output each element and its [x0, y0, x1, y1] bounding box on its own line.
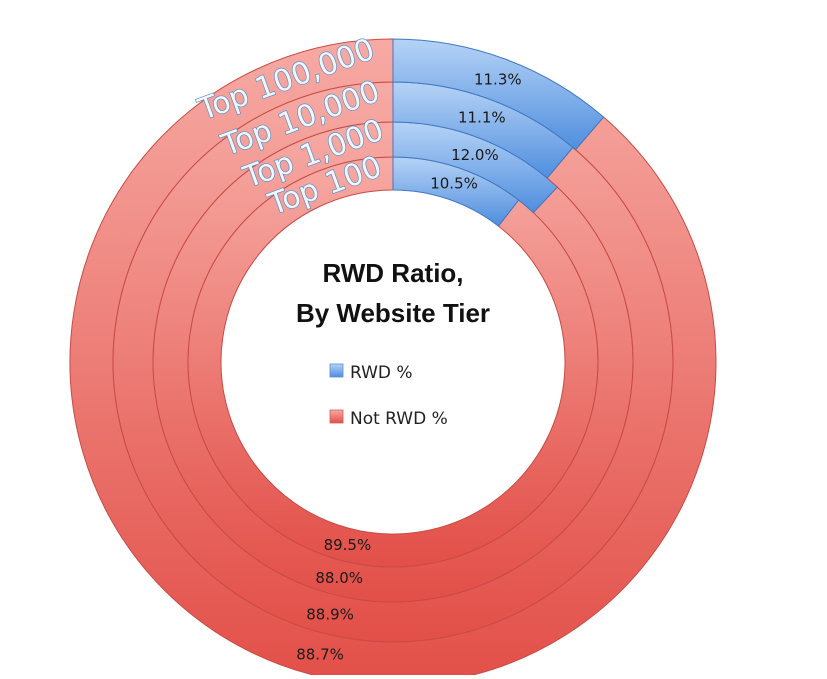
data-label-rwd-top-100: 10.5% — [430, 175, 478, 193]
legend-swatch-not-rwd — [329, 409, 344, 424]
data-label-not-rwd-top-100: 89.5% — [324, 536, 372, 554]
slice-not-rwd-top-100 — [187, 156, 599, 568]
data-label-not-rwd-top-100-000: 88.7% — [296, 646, 344, 664]
slice-rwd-top-100-000 — [392, 38, 605, 151]
chart-title-line-1: RWD Ratio, — [322, 258, 463, 288]
data-label-not-rwd-top-10-000: 88.9% — [306, 605, 354, 623]
data-label-rwd-top-10-000: 11.1% — [458, 109, 506, 127]
legend-label-not-rwd: Not RWD % — [350, 409, 448, 429]
data-label-rwd-top-100-000: 11.3% — [474, 70, 522, 88]
chart-title-line-2: By Website Tier — [296, 298, 490, 328]
data-label-rwd-top-1-000: 12.0% — [451, 146, 499, 164]
legend-label-rwd: RWD % — [350, 363, 413, 383]
slice-not-rwd-top-100-000 — [69, 38, 717, 679]
legend-swatch-rwd — [329, 363, 344, 378]
data-label-not-rwd-top-1-000: 88.0% — [315, 569, 363, 587]
slice-not-rwd-top-1-000 — [152, 121, 634, 603]
